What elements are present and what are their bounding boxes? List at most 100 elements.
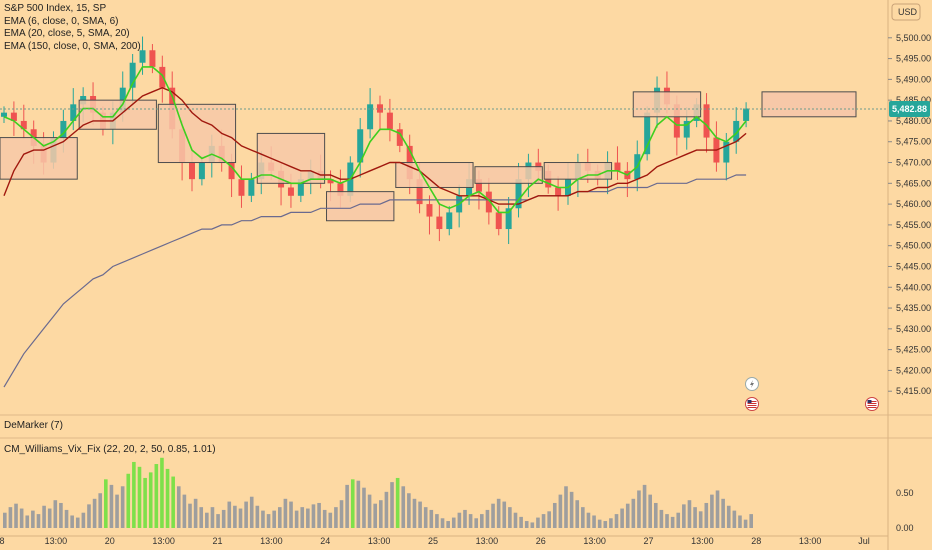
demarker-title[interactable]: DeMarker (7) [4,420,63,431]
vixfix-legend[interactable]: CM_Williams_Vix_Fix (22, 20, 2, 50, 0.85… [4,444,216,457]
y-tick-label: 5,485.00 [896,95,931,105]
candle-body [723,141,730,163]
vixfix-bar [496,498,501,528]
vixfix-bar [575,500,580,528]
candle-body [159,66,166,88]
us-flag-icon [745,397,759,411]
vixfix-bar [474,518,479,528]
candle-body [357,129,364,163]
vixfix-bar [715,490,720,528]
vixfix-bar [266,514,271,528]
candle-body [248,179,255,196]
vixfix-bar [480,514,484,528]
vixfix-bar [249,496,254,528]
vixfix-bar [407,493,411,528]
supply-demand-zone [632,91,702,118]
candle-body [198,162,205,180]
supply-demand-zone [256,132,326,184]
vixfix-bar [244,501,248,528]
vixfix-bar [154,464,159,528]
candle-body [446,212,453,230]
candle-body [743,108,750,121]
demarker-legend[interactable]: DeMarker (7) [4,420,63,433]
vixfix-bar [547,511,551,528]
vixfix-bar [64,509,69,528]
candle-body [139,50,146,63]
vixfix-bar [272,510,276,528]
currency-label: USD [898,7,918,17]
study-ema-fast[interactable]: EMA (6, close, 0, SMA, 6) [4,15,119,27]
vixfix-bar [233,505,237,528]
vixfix-bar [491,503,495,528]
vixfix-bar [597,519,602,528]
vixfix-bar [289,501,293,528]
vixfix-bar [698,511,703,528]
y-tick-label: 5,440.00 [896,282,931,292]
vixfix-bar [283,498,288,528]
vixfix-bar [350,479,355,528]
vixfix-bar [300,507,305,528]
vixfix-bar [8,507,13,528]
y-tick-label: 5,475.00 [896,137,931,147]
y-tick-label: 5,500.00 [896,33,931,43]
vixfix-bar [423,507,428,528]
vixfix-bar [81,512,86,528]
candle-body [505,208,512,230]
y-tick-label: 5,460.00 [896,199,931,209]
vixfix-bar [148,472,153,528]
candle-body [485,191,492,213]
y-tick-label: 5,455.00 [896,220,931,230]
vixfix-bar [373,503,377,528]
x-tick-label: 13:00 [476,536,499,546]
candle-body [149,50,156,67]
ema-fast-line [3,66,747,214]
current-price-badge [889,100,930,117]
vixfix-bar [322,509,327,528]
vixfix-bar [524,521,529,528]
vixfix-bar [379,500,383,528]
x-tick-label: 21 [212,536,222,546]
candle-body [426,204,433,217]
vixfix-bar [743,519,748,528]
vixfix-bar [126,473,131,528]
vixfix-bar [401,486,406,528]
vixfix-bar [356,480,361,528]
chart-legend: S&P 500 Index, 15, SP EMA (6, close, 0, … [4,3,141,53]
vixfix-bar [210,507,215,528]
vixfix-bar [294,510,299,528]
symbol-title[interactable]: S&P 500 Index, 15, SP [4,3,107,14]
study-ema-slow[interactable]: EMA (150, close, 0, SMA, 200) [4,40,141,52]
vixfix-bar [255,505,260,528]
vixfix-bar [468,514,473,528]
y-tick-label: 5,470.00 [896,158,931,168]
vixfix-bar [104,479,108,528]
projected-zone [761,91,857,118]
candle-body [555,187,562,196]
x-tick-label: 8 [0,536,5,546]
vixfix-bar [631,498,636,528]
vixfix-bar [188,503,192,528]
vixfix-title[interactable]: CM_Williams_Vix_Fix (22, 20, 2, 50, 0.85… [4,444,216,455]
x-tick-label: 13:00 [368,536,391,546]
vixfix-bar [137,466,142,528]
vixfix-bar [659,509,664,528]
vixfix-y-label: 0.00 [896,523,914,533]
x-tick-label: 13:00 [799,536,822,546]
vixfix-bar [306,508,310,528]
vixfix-bar [581,507,585,528]
vixfix-bar [508,507,512,528]
y-tick-label: 5,495.00 [896,54,931,64]
candle-body [287,187,294,196]
supply-demand-zone [326,191,395,222]
study-ema-mid[interactable]: EMA (20, close, 5, SMA, 20) [4,28,130,39]
vixfix-bar [625,503,630,528]
candle-body [673,104,680,138]
vixfix-bar [502,501,507,528]
y-tick-label: 5,415.00 [896,386,931,396]
vixfix-bar [261,510,265,528]
y-tick-label: 5,430.00 [896,324,931,334]
x-tick-label: 28 [751,536,761,546]
vixfix-bar [732,510,737,528]
